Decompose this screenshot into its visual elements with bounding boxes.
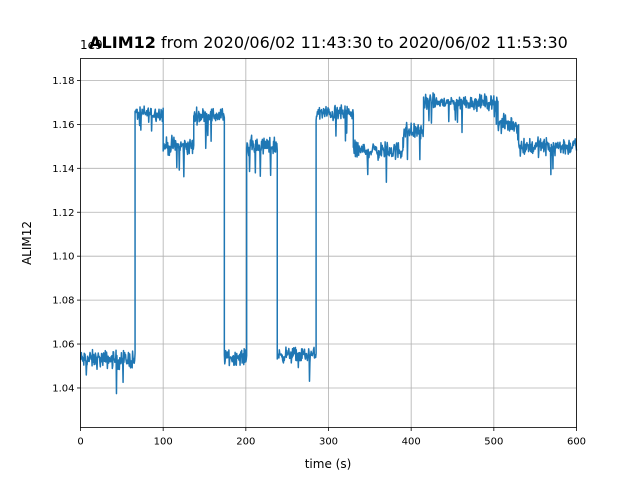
x-tick-label: 400 (402, 437, 421, 448)
y-tick-label: 1.14 (52, 164, 74, 175)
x-axis-label: time (s) (305, 457, 352, 471)
y-tick-label: 1.12 (52, 208, 74, 219)
x-tick-label: 0 (77, 437, 83, 448)
y-offset-label: 1e9 (80, 38, 103, 52)
data-series (79, 92, 578, 395)
y-tick-label: 1.16 (52, 120, 74, 131)
series-line (79, 92, 578, 395)
y-tick-label: 1.06 (52, 340, 74, 351)
x-tick-label: 100 (154, 437, 173, 448)
y-tick-label: 1.10 (52, 252, 74, 263)
y-tick-label: 1.08 (52, 296, 74, 307)
x-tick-label: 600 (567, 437, 586, 448)
y-axis-label: ALIM12 (20, 221, 34, 265)
chart-title-bold: ALIM12 (89, 33, 156, 52)
x-axis-ticks: 0 100 200 300 400 500 600 (77, 427, 586, 448)
grid-lines (80, 58, 577, 428)
y-axis-ticks: 1.04 1.06 1.08 1.10 1.12 1.14 1.16 1.18 (52, 76, 81, 394)
chart-title-rest: from 2020/06/02 11:43:30 to 2020/06/02 1… (155, 33, 568, 52)
y-tick-label: 1.18 (52, 76, 74, 87)
x-tick-label: 200 (236, 437, 255, 448)
x-tick-label: 300 (319, 437, 338, 448)
chart-title: ALIM12 from 2020/06/02 11:43:30 to 2020/… (80, 33, 577, 52)
y-tick-label: 1.04 (52, 383, 74, 394)
x-tick-label: 500 (484, 437, 503, 448)
